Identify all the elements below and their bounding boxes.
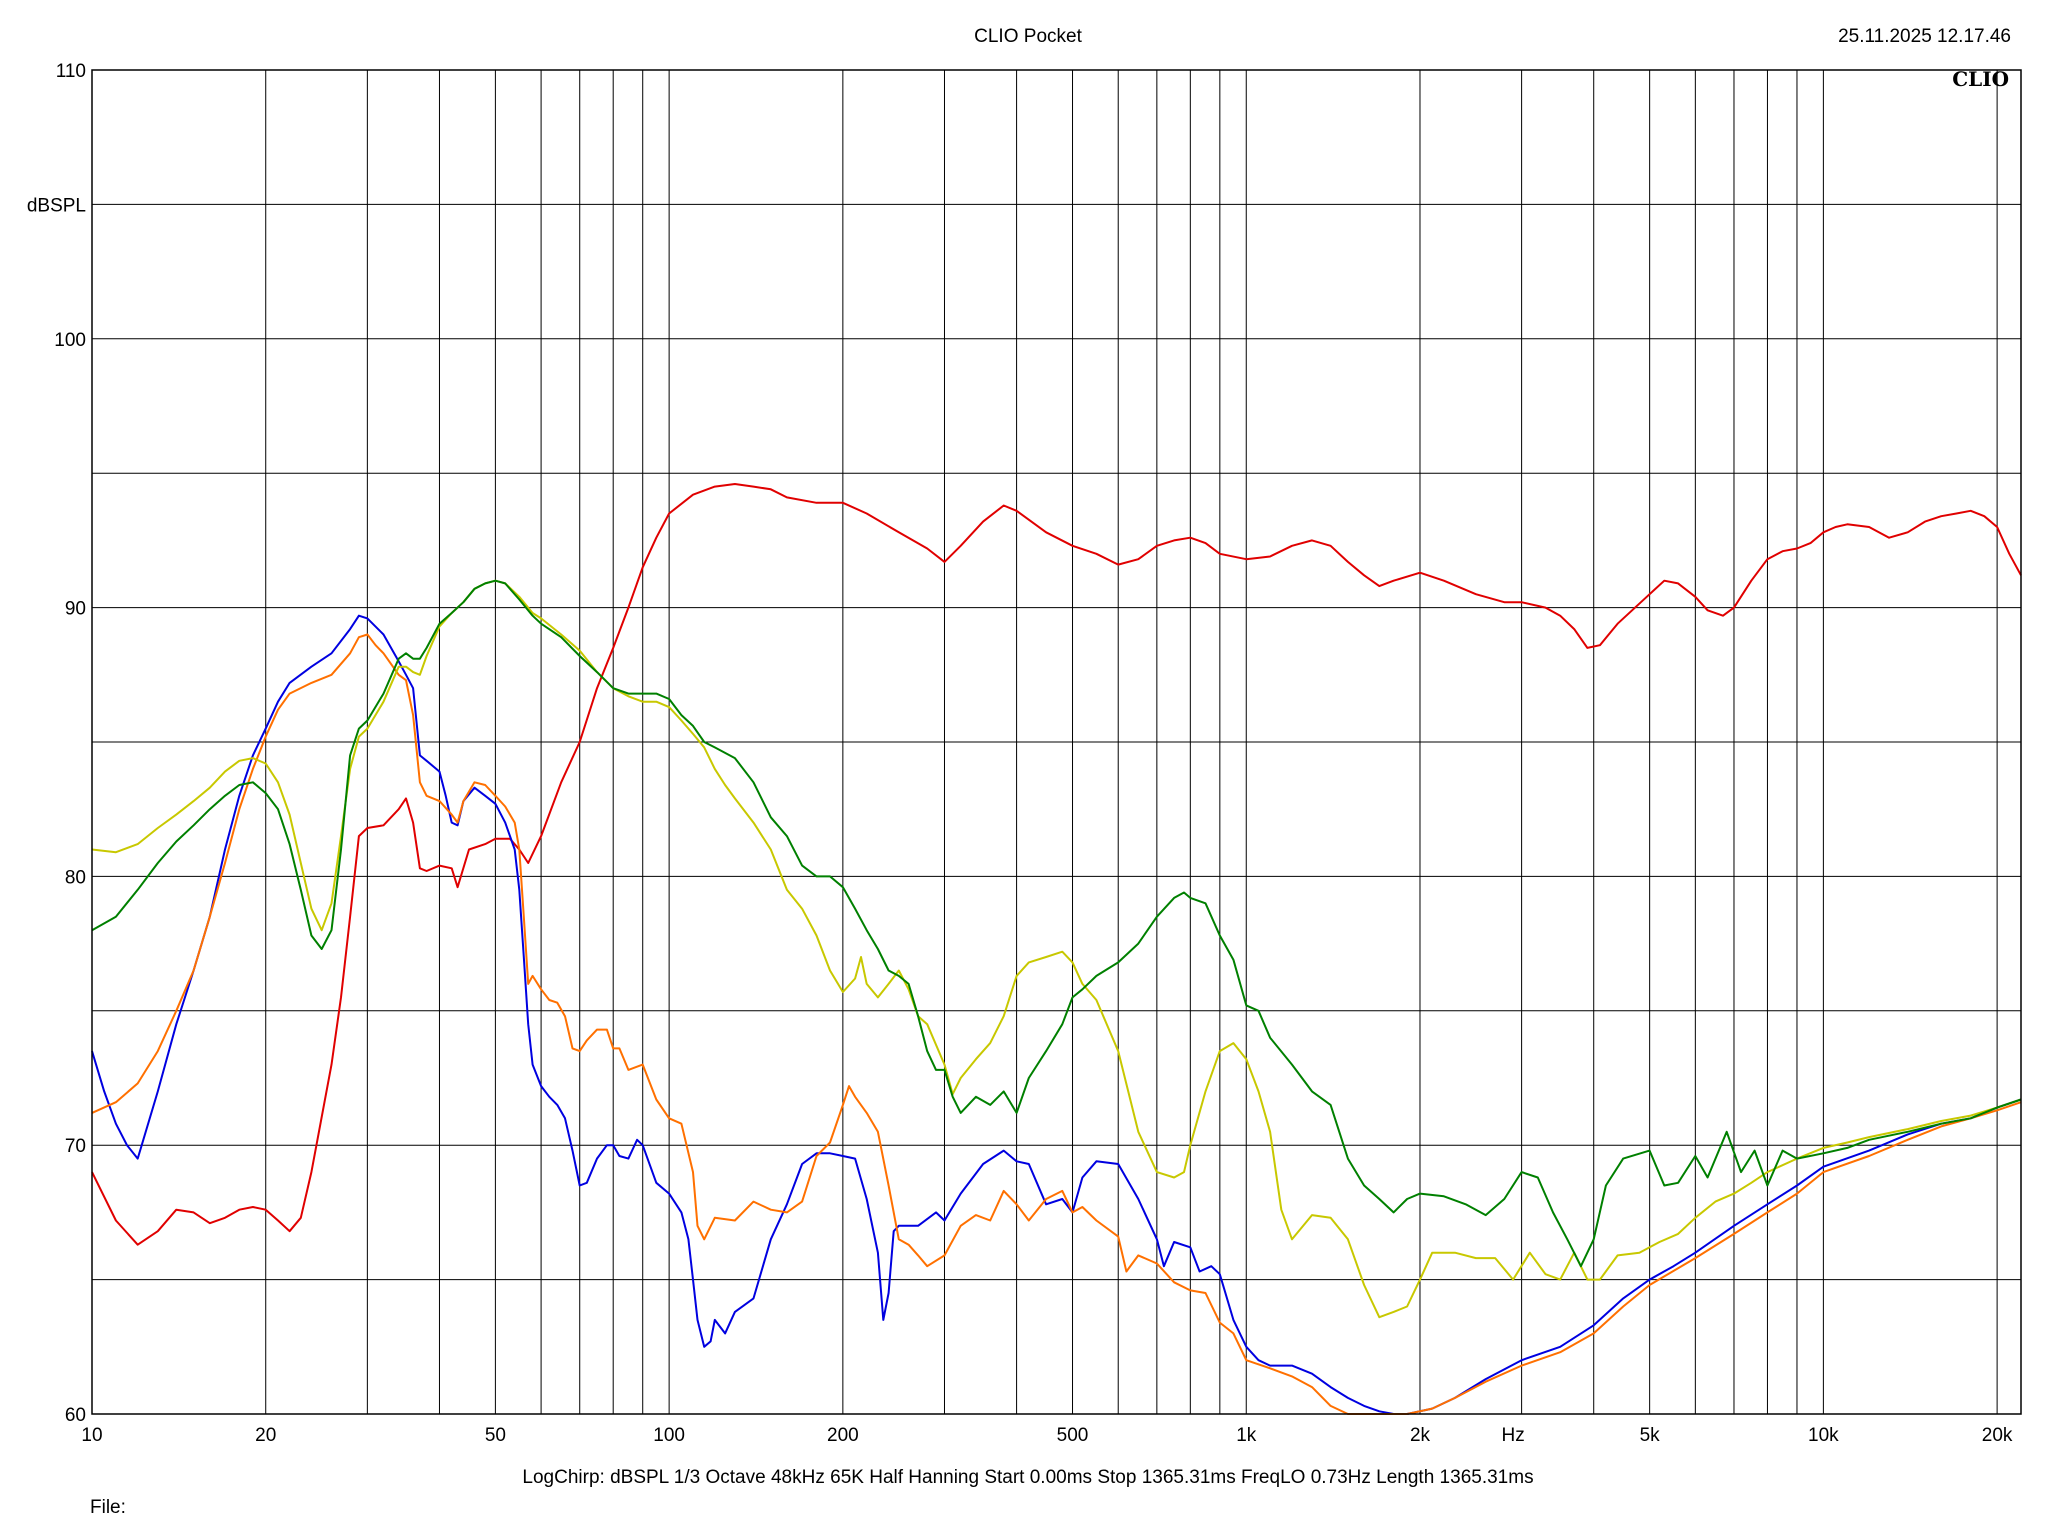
setting-item: Stop 1365.31ms bbox=[1092, 1467, 1236, 1488]
x-tick-label: 5k bbox=[1640, 1425, 1661, 1446]
x-tick-label: 50 bbox=[485, 1425, 506, 1446]
x-tick-label: 1k bbox=[1236, 1425, 1257, 1446]
y-tick-label: 70 bbox=[65, 1136, 86, 1157]
plot-frame bbox=[91, 69, 2022, 1415]
settings-text: LogChirp: dBSPL 1/3 Octave 48kHz 65K Hal… bbox=[522, 1467, 1533, 1488]
setting-item: dBSPL bbox=[605, 1467, 669, 1488]
x-tick-label: 10 bbox=[81, 1425, 102, 1446]
setting-item: 48kHz bbox=[766, 1467, 825, 1488]
x-axis-unit-label: Hz bbox=[1501, 1425, 1524, 1446]
x-tick-label: 10k bbox=[1808, 1425, 1839, 1446]
y-tick-label: 90 bbox=[65, 599, 86, 620]
y-tick-label: 80 bbox=[65, 867, 86, 888]
x-tick-label: 100 bbox=[653, 1425, 685, 1446]
grid bbox=[92, 70, 2021, 1414]
chart-title: CLIO Pocket bbox=[974, 26, 1082, 47]
setting-item: FreqLO 0.73Hz bbox=[1236, 1467, 1371, 1488]
clio-logo: CLIO bbox=[1952, 67, 2009, 91]
setting-item: 1/3 Octave bbox=[669, 1467, 766, 1488]
x-tick-label: 2k bbox=[1410, 1425, 1431, 1446]
x-tick-label: 20 bbox=[255, 1425, 276, 1446]
series-line-5 bbox=[91, 579, 2022, 1268]
file-label: File: bbox=[90, 1497, 126, 1518]
y-tick-label: 100 bbox=[54, 330, 86, 351]
timestamp: 25.11.2025 12.17.46 bbox=[1838, 26, 2011, 47]
series-group bbox=[91, 483, 2022, 1415]
setting-item: LogChirp: bbox=[522, 1467, 604, 1488]
x-tick-label: 500 bbox=[1057, 1425, 1089, 1446]
y-tick-label: 110 bbox=[56, 61, 86, 82]
y-axis-unit-label: dBSPL bbox=[27, 195, 86, 216]
y-tick-label: 60 bbox=[65, 1405, 86, 1426]
series-line-2 bbox=[91, 614, 2022, 1415]
series-line-3 bbox=[91, 633, 2022, 1415]
series-line-1 bbox=[91, 483, 2022, 1246]
setting-item: Half Hanning bbox=[864, 1467, 979, 1488]
setting-item: Start 0.00ms bbox=[979, 1467, 1092, 1488]
setting-item: Length 1365.31ms bbox=[1371, 1467, 1534, 1488]
setting-item: 65K bbox=[825, 1467, 864, 1488]
tick-labels: 10 20 50 100 200 500 1k 2k 5k 10k 20k Hz 110 100 90 80 7… bbox=[27, 61, 2013, 1446]
settings-line: LogChirp: dBSPL 1/3 Octave 48kHz 65K Hal… bbox=[522, 1467, 1533, 1488]
x-tick-label: 20k bbox=[1982, 1425, 2013, 1446]
x-tick-label: 200 bbox=[827, 1425, 859, 1446]
series-line-4 bbox=[91, 579, 2022, 1319]
